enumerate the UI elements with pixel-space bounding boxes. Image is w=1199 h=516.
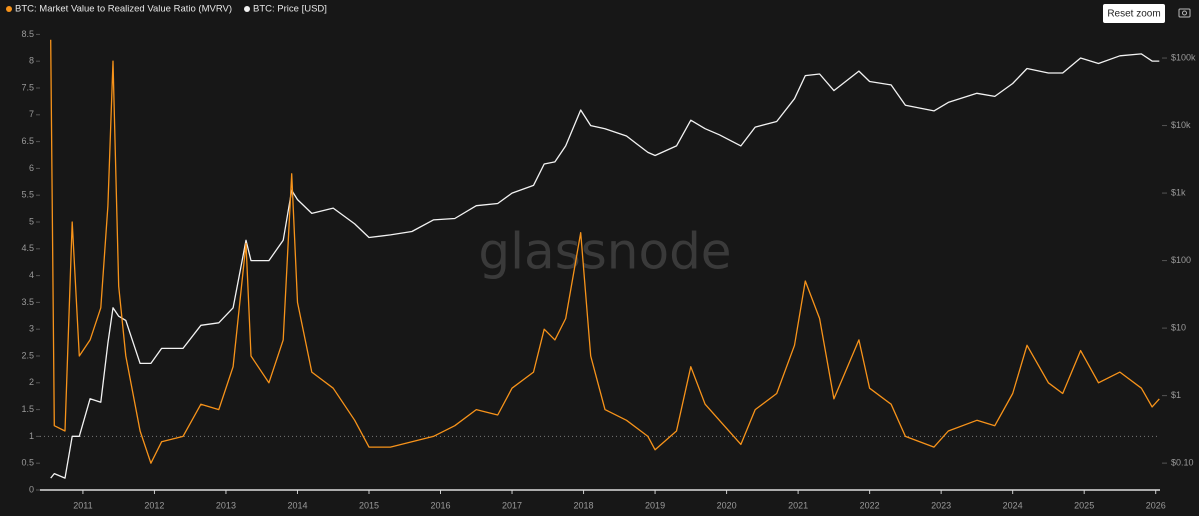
y-tick-label: 5	[29, 216, 34, 226]
x-tick-label: 2018	[574, 500, 594, 510]
x-tick-label: 2013	[216, 500, 236, 510]
y-tick-label: 2	[29, 377, 34, 387]
y2-tick-label: $0.10	[1171, 458, 1194, 468]
y-tick-label: 8	[29, 56, 34, 66]
y-tick-label: 6	[29, 163, 34, 173]
series-line	[50, 39, 1160, 464]
y2-tick-label: $100k	[1171, 52, 1196, 62]
x-tick-label: 2011	[73, 500, 92, 510]
y2-tick-label: $1k	[1171, 187, 1186, 197]
x-tick-label: 2015	[359, 500, 379, 510]
y-tick-label: 6.5	[21, 136, 34, 146]
y2-tick-label: $10	[1171, 322, 1186, 332]
y2-tick-label: $1	[1171, 390, 1181, 400]
reset-zoom-button[interactable]	[1103, 4, 1165, 23]
camera-icon[interactable]	[1178, 8, 1191, 18]
y-tick-label: 3.5	[21, 297, 34, 307]
x-tick-label: 2021	[788, 500, 808, 510]
legend-marker	[6, 6, 12, 12]
x-tick-label: 2022	[860, 500, 880, 510]
x-tick-label: 2019	[645, 500, 665, 510]
y-tick-label: 1.5	[21, 404, 34, 414]
x-tick-label: 2026	[1146, 500, 1166, 510]
y-tick-label: 2.5	[21, 350, 34, 360]
y-tick-label: 3	[29, 324, 34, 334]
y-tick-label: 1	[29, 431, 34, 441]
series-line	[50, 53, 1160, 479]
y-tick-label: 4.5	[21, 243, 34, 253]
x-tick-label: 2020	[717, 500, 737, 510]
y-tick-label: 8.5	[21, 29, 34, 39]
y-tick-label: 0	[29, 484, 34, 494]
legend-marker	[244, 6, 251, 12]
x-tick-label: 2016	[430, 500, 450, 510]
x-tick-label: 2024	[1003, 500, 1023, 510]
y-tick-label: 4	[29, 270, 34, 280]
y-tick-label: 7	[29, 109, 34, 119]
watermark: glassnode	[478, 223, 731, 281]
x-tick-label: 2012	[144, 500, 164, 510]
y-tick-label: 0.5	[21, 458, 34, 468]
x-tick-label: 2023	[931, 500, 951, 510]
legend-label: BTC: Price [USD]	[253, 4, 327, 15]
y2-tick-label: $100	[1171, 255, 1191, 265]
x-tick-label: 2014	[287, 500, 307, 510]
reset-zoom-label[interactable]: Reset zoom	[1107, 9, 1160, 20]
x-tick-label: 2025	[1074, 500, 1094, 510]
y-tick-label: 7.5	[21, 82, 34, 92]
legend-label: BTC: Market Value to Realized Value Rati…	[15, 4, 232, 15]
y2-tick-label: $10k	[1171, 120, 1191, 130]
y-tick-label: 5.5	[21, 190, 34, 200]
x-tick-label: 2017	[502, 500, 522, 510]
